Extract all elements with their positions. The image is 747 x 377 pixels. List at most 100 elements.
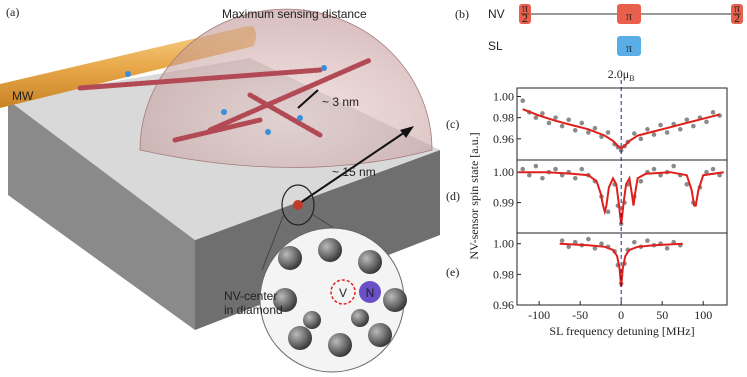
- row-name: NV: [488, 7, 505, 21]
- data-point: [572, 239, 578, 245]
- data-point: [559, 123, 565, 129]
- data-point: [572, 128, 578, 133]
- data-point: [704, 169, 709, 175]
- data-point: [566, 117, 571, 123]
- data-point: [520, 98, 526, 104]
- pulse-label: 2: [522, 11, 528, 25]
- fit-line: [522, 108, 720, 150]
- data-point: [664, 246, 670, 251]
- spin-markers: [125, 65, 327, 135]
- data-point: [671, 163, 676, 169]
- data-point: [546, 120, 552, 126]
- slab-front: [8, 100, 195, 330]
- data-point: [533, 163, 539, 169]
- data-point: [632, 239, 637, 245]
- data-point: [520, 166, 526, 172]
- nv-spin: [293, 200, 303, 210]
- x-axis-label: SL frequency detuning [MHz]: [549, 324, 694, 338]
- zoom-line: [261, 213, 285, 271]
- data-point: [592, 246, 598, 251]
- pulse: [617, 36, 641, 56]
- arrowhead: [400, 126, 414, 138]
- arrow-3nm: [297, 89, 319, 109]
- x-tick-label: -100: [528, 308, 550, 322]
- y-tick-label: 0.98: [493, 111, 514, 125]
- data-point: [599, 241, 604, 247]
- nitrogen-atom: [359, 281, 381, 303]
- x-tick-label: -50: [572, 308, 588, 322]
- distance-label: ~ 3 nm: [322, 95, 359, 109]
- data-point: [540, 175, 545, 181]
- y-tick-label: 0.98: [493, 267, 514, 281]
- nv-caption: NV-center: [224, 289, 277, 303]
- fit-line: [518, 171, 724, 225]
- lattice-atoms: [273, 238, 407, 357]
- data-point: [691, 123, 696, 129]
- data-point: [566, 244, 571, 250]
- pulse-label: 2: [734, 11, 740, 25]
- data-point: [586, 236, 591, 242]
- nv-highlight: [281, 184, 315, 226]
- y-axis-label: NV-sensor spin state [a.u.]: [467, 132, 481, 259]
- vacancy-label: V: [339, 286, 347, 300]
- x-tick-label: 100: [694, 308, 712, 322]
- y-tick-label: 0.96: [493, 298, 514, 312]
- data-point: [710, 110, 716, 115]
- data-point: [540, 111, 545, 116]
- mw-label: MW: [12, 89, 34, 103]
- pulse: [617, 4, 641, 24]
- data-point: [632, 131, 637, 136]
- data-point: [704, 119, 709, 125]
- panel-label: (d): [446, 189, 460, 203]
- row-name: SL: [488, 39, 503, 53]
- nv-caption: in diamond: [224, 303, 283, 317]
- panel-label: (c): [446, 117, 459, 131]
- marker-sub: B: [629, 74, 634, 83]
- panel-label: (e): [446, 265, 459, 279]
- data-point: [586, 130, 591, 135]
- y-tick-label: 0.99: [493, 196, 514, 210]
- y-tick-label: 1.00: [493, 237, 514, 251]
- data-point: [533, 115, 539, 120]
- pulse-label: π: [626, 9, 632, 23]
- y-tick-label: 1.00: [493, 165, 514, 179]
- dome-title: Maximum sensing distance: [222, 7, 367, 21]
- data-point: [579, 166, 585, 172]
- y-tick-label: 0.96: [493, 132, 514, 146]
- panel-label: (a): [6, 5, 19, 19]
- pulse-label: π: [522, 1, 528, 15]
- data-point: [579, 120, 585, 126]
- x-tick-label: 0: [618, 308, 624, 322]
- distance-label: ~ 15 nm: [332, 165, 376, 179]
- nitrogen-label: N: [366, 286, 375, 300]
- data-point: [638, 178, 644, 184]
- panel-label: (b): [455, 7, 469, 21]
- plot-frame: [516, 232, 728, 306]
- data-point: [651, 132, 657, 137]
- x-tick-label: 50: [656, 308, 668, 322]
- data-point: [553, 166, 558, 172]
- data-point: [605, 209, 611, 215]
- data-point: [605, 130, 611, 135]
- pulse-label: π: [734, 1, 740, 15]
- arrow-15nm: [296, 129, 409, 206]
- data-point: [592, 125, 598, 131]
- marker-text: 2.0μ: [608, 67, 629, 81]
- data-point: [677, 126, 683, 132]
- data-point: [710, 166, 716, 172]
- data-point: [645, 238, 650, 243]
- data-point: [684, 117, 690, 123]
- y-tick-label: 1.00: [493, 89, 514, 103]
- data-point: [559, 238, 565, 243]
- marker-label: 2.0μB: [608, 67, 635, 83]
- data-point: [572, 175, 578, 181]
- data-point: [638, 136, 644, 142]
- vacancy-site: [330, 279, 356, 305]
- data-point: [658, 172, 663, 178]
- data-point: [658, 122, 663, 128]
- data-point: [651, 166, 657, 172]
- molecules: [77, 57, 373, 143]
- data-point: [553, 115, 558, 120]
- data-point: [527, 172, 532, 178]
